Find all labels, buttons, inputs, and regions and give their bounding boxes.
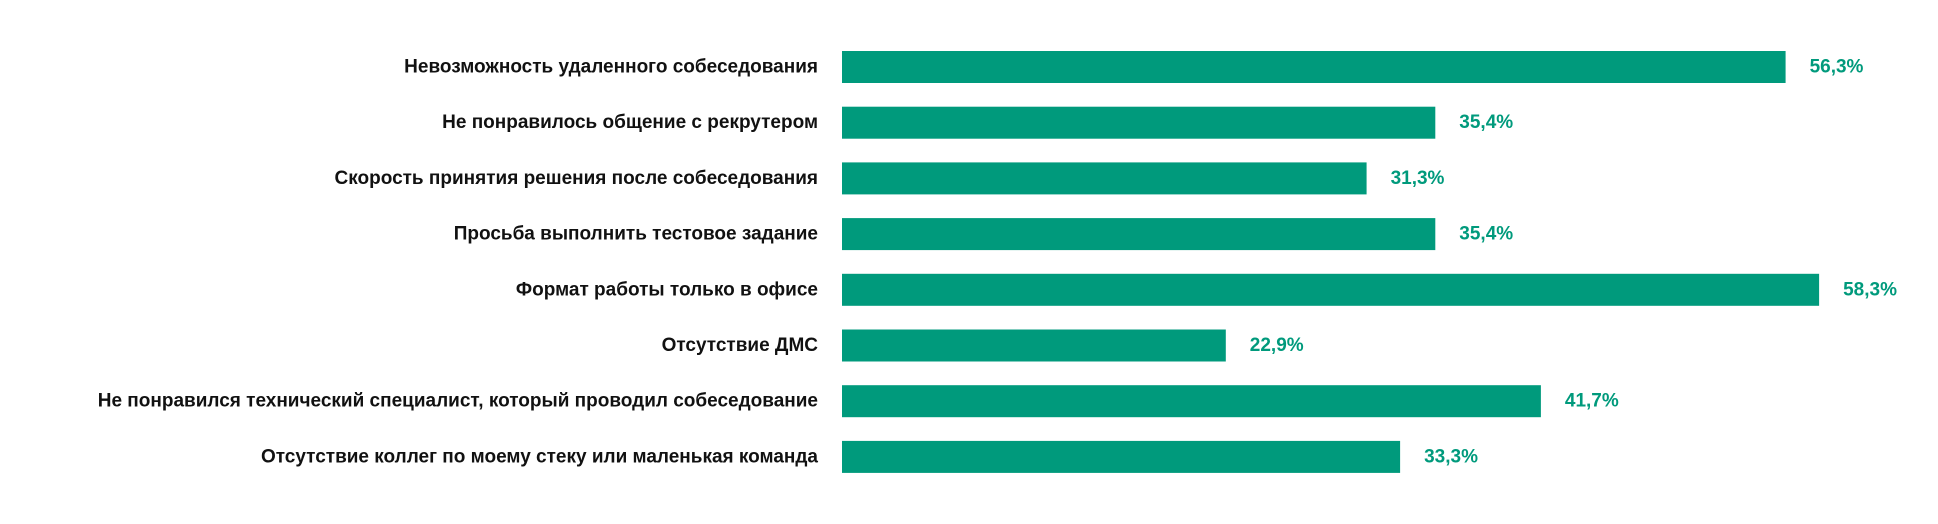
bar [842, 273, 1820, 306]
value-label: 22,9% [1250, 335, 1304, 356]
bar [842, 440, 1401, 473]
bar [842, 51, 1786, 83]
value-label: 58,3% [1843, 279, 1897, 300]
bar-row: Невозможность удаленного собеседования 56… [404, 51, 1864, 83]
category-label: Невозможность удаленного собеседования [404, 57, 818, 78]
value-label: 31,3% [1391, 168, 1445, 189]
bar [842, 329, 1226, 362]
category-label: Скорость принятия решения после собеседо… [335, 168, 818, 189]
category-label: Отсутствие коллег по моему стеку или мал… [261, 446, 818, 467]
value-label: 41,7% [1565, 391, 1619, 412]
value-label: 35,4% [1459, 112, 1513, 133]
category-label: Отсутствие ДМС [662, 335, 819, 356]
value-label: 33,3% [1424, 446, 1478, 467]
category-label: Просьба выполнить тестовое задание [454, 224, 818, 245]
value-label: 56,3% [1810, 57, 1864, 78]
category-label: Не понравился технический специалист, ко… [98, 391, 818, 412]
value-label: 35,4% [1459, 224, 1513, 245]
bar-row: Не понравился технический специалист, ко… [98, 385, 1619, 418]
category-label: Не понравилось общение с рекрутером [442, 112, 818, 133]
bar-row: Не понравилось общение с рекрутером 35,4% [442, 106, 1513, 139]
bar-row: Просьба выполнить тестовое задание 35,4% [454, 218, 1513, 251]
bar [842, 106, 1436, 139]
bar-row: Скорость принятия решения после собеседо… [335, 162, 1445, 195]
bar [842, 385, 1541, 418]
category-label: Формат работы только в офисе [516, 279, 818, 300]
bar [842, 218, 1436, 251]
bar-row: Отсутствие коллег по моему стеку или мал… [261, 440, 1478, 473]
bar-row: Формат работы только в офисе 58,3% [516, 273, 1897, 306]
bar-row: Отсутствие ДМС 22,9% [662, 329, 1304, 362]
bar [842, 162, 1367, 195]
